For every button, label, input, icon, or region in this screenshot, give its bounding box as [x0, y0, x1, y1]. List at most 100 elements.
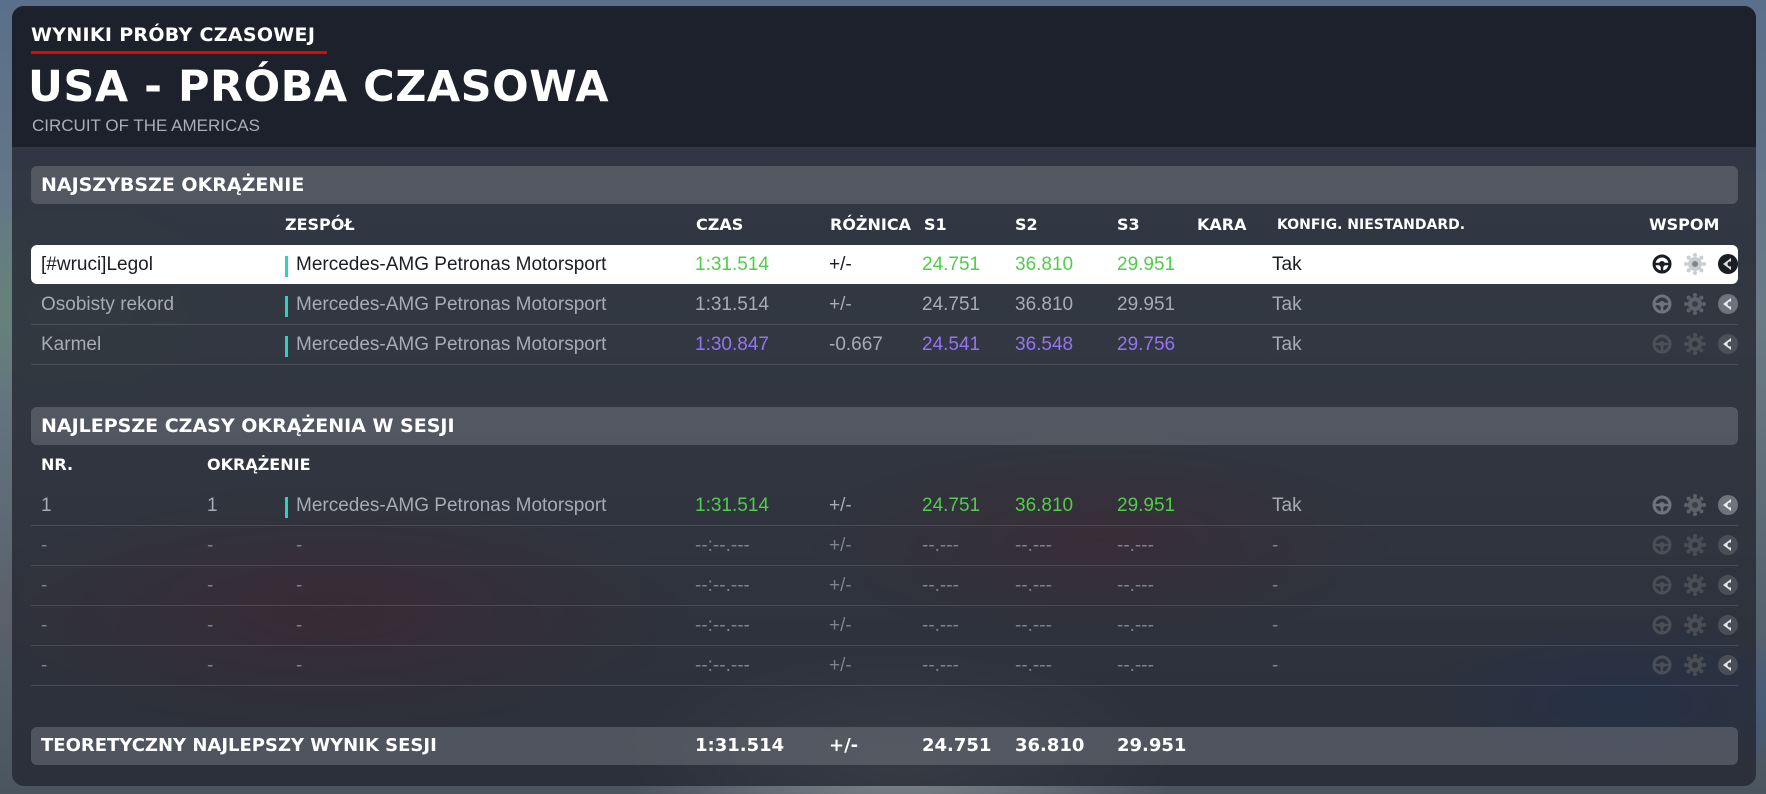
- s3-time: --.---: [1117, 535, 1154, 556]
- driver-name: Osobisty rekord: [41, 294, 175, 315]
- time-diff: +/-: [829, 615, 852, 636]
- driver-name: Karmel: [41, 334, 102, 355]
- col-s1: S1: [924, 215, 947, 234]
- col-team: ZESPÓŁ: [285, 215, 355, 234]
- col-nr: NR.: [41, 455, 74, 474]
- s1-time: 24.751: [922, 495, 981, 516]
- session-best-section-header: NAJLEPSZE CZASY OKRĄŻENIA W SESJI: [31, 407, 1738, 445]
- assist-icons: [1650, 653, 1740, 677]
- team-name: Mercedes-AMG Petronas Motorsport: [296, 254, 607, 275]
- s1-time: 24.751: [922, 254, 981, 275]
- custom-setup: -: [1272, 655, 1279, 676]
- s3-time: --.---: [1117, 615, 1154, 636]
- team-name: -: [296, 655, 303, 676]
- col-penalty: KARA: [1197, 215, 1247, 234]
- s3-time: 29.951: [1117, 254, 1176, 275]
- s2-time: --.---: [1015, 575, 1052, 596]
- team-name: -: [296, 575, 303, 596]
- fastest-lap-section-header: NAJSZYBSZE OKRĄŻENIE: [31, 166, 1738, 204]
- s1-time: --.---: [922, 655, 959, 676]
- lap-time: --:--.---: [695, 655, 750, 676]
- results-panel: WYNIKI PRÓBY CZASOWEJ USA - PRÓBA CZASOW…: [12, 6, 1756, 786]
- lap-time: --:--.---: [695, 535, 750, 556]
- table-row[interactable]: - - - --:--.--- +/- --.--- --.--- --.--- -: [31, 646, 1738, 686]
- header: WYNIKI PRÓBY CZASOWEJ USA - PRÓBA CZASOW…: [12, 6, 1756, 147]
- team-name: Mercedes-AMG Petronas Motorsport: [296, 495, 607, 516]
- lap-number: -: [41, 575, 48, 596]
- col-assists: WSPOM: [1649, 215, 1720, 234]
- lap-time: 1:31.514: [695, 495, 769, 516]
- lap-time: --:--.---: [695, 615, 750, 636]
- lap-label: 1: [207, 495, 218, 516]
- custom-setup: Tak: [1272, 495, 1302, 516]
- s1-time: --.---: [922, 535, 959, 556]
- table-row[interactable]: Osobisty rekord Mercedes-AMG Petronas Mot…: [31, 285, 1738, 325]
- theoretical-best-bar: TEORETYCZNY NAJLEPSZY WYNIK SESJI 1:31.5…: [31, 727, 1738, 765]
- s1-time: --.---: [922, 615, 959, 636]
- assist-icons: [1650, 533, 1740, 557]
- team-name: Mercedes-AMG Petronas Motorsport: [296, 334, 607, 355]
- circuit-name: CIRCUIT OF THE AMERICAS: [32, 116, 260, 135]
- table-row[interactable]: - - - --:--.--- +/- --.--- --.--- --.--- -: [31, 526, 1738, 566]
- s1-time: 24.541: [922, 334, 981, 355]
- s3-time: --.---: [1117, 575, 1154, 596]
- assist-icons: [1650, 332, 1740, 356]
- time-diff: +/-: [829, 655, 852, 676]
- kicker-underline: [31, 51, 327, 54]
- time-diff: -0.667: [829, 334, 883, 355]
- theoretical-s1: 24.751: [922, 735, 992, 756]
- custom-setup: -: [1272, 575, 1279, 596]
- theoretical-diff: +/-: [829, 735, 859, 756]
- lap-label: -: [207, 655, 214, 676]
- lap-label: -: [207, 535, 214, 556]
- assist-icons: [1650, 252, 1740, 276]
- lap-time: 1:30.847: [695, 334, 769, 355]
- col-diff: RÓŻNICA: [830, 215, 911, 234]
- lap-number: 1: [41, 495, 52, 516]
- col-config: KONFIG. NIESTANDARD.: [1277, 217, 1466, 233]
- custom-setup: -: [1272, 615, 1279, 636]
- driver-name: [#wruci]Legol: [41, 254, 153, 275]
- theoretical-label: TEORETYCZNY NAJLEPSZY WYNIK SESJI: [41, 735, 437, 756]
- lap-number: -: [41, 615, 48, 636]
- lap-number: -: [41, 535, 48, 556]
- lap-time: 1:31.514: [695, 254, 769, 275]
- time-diff: +/-: [829, 254, 852, 275]
- assist-icons: [1650, 573, 1740, 597]
- table-row[interactable]: - - - --:--.--- +/- --.--- --.--- --.--- -: [31, 606, 1738, 646]
- s2-time: --.---: [1015, 655, 1052, 676]
- assist-icons: [1650, 613, 1740, 637]
- s3-time: 29.951: [1117, 294, 1176, 315]
- section-title: NAJLEPSZE CZASY OKRĄŻENIA W SESJI: [41, 415, 455, 437]
- page-title: USA - PRÓBA CZASOWA: [28, 62, 609, 112]
- lap-label: -: [207, 615, 214, 636]
- team-color-bar: [285, 497, 288, 518]
- s2-time: 36.548: [1015, 334, 1074, 355]
- team-color-bar: [285, 336, 288, 357]
- theoretical-time: 1:31.514: [695, 735, 785, 756]
- theoretical-s2: 36.810: [1015, 735, 1085, 756]
- time-diff: +/-: [829, 575, 852, 596]
- s1-time: --.---: [922, 575, 959, 596]
- s3-time: --.---: [1117, 655, 1154, 676]
- assist-icons: [1650, 493, 1740, 517]
- s1-time: 24.751: [922, 294, 981, 315]
- table-row[interactable]: Karmel Mercedes-AMG Petronas Motorsport 1:…: [31, 325, 1738, 365]
- kicker-title: WYNIKI PRÓBY CZASOWEJ: [31, 24, 316, 46]
- custom-setup: -: [1272, 535, 1279, 556]
- player-row[interactable]: [#wruci]Legol Mercedes-AMG Petronas Motor…: [31, 245, 1738, 284]
- table-row[interactable]: 1 1 Mercedes-AMG Petronas Motorsport 1:31.5…: [31, 486, 1738, 526]
- custom-setup: Tak: [1272, 334, 1302, 355]
- col-lap: OKRĄŻENIE: [207, 455, 311, 474]
- s2-time: --.---: [1015, 535, 1052, 556]
- s3-time: 29.756: [1117, 334, 1176, 355]
- s2-time: 36.810: [1015, 495, 1074, 516]
- custom-setup: Tak: [1272, 254, 1302, 275]
- section-title: NAJSZYBSZE OKRĄŻENIE: [41, 174, 305, 196]
- time-diff: +/-: [829, 495, 852, 516]
- lap-number: -: [41, 655, 48, 676]
- assist-icons: [1650, 292, 1740, 316]
- col-time: CZAS: [696, 215, 744, 234]
- table-row[interactable]: - - - --:--.--- +/- --.--- --.--- --.--- -: [31, 566, 1738, 606]
- lap-label: -: [207, 575, 214, 596]
